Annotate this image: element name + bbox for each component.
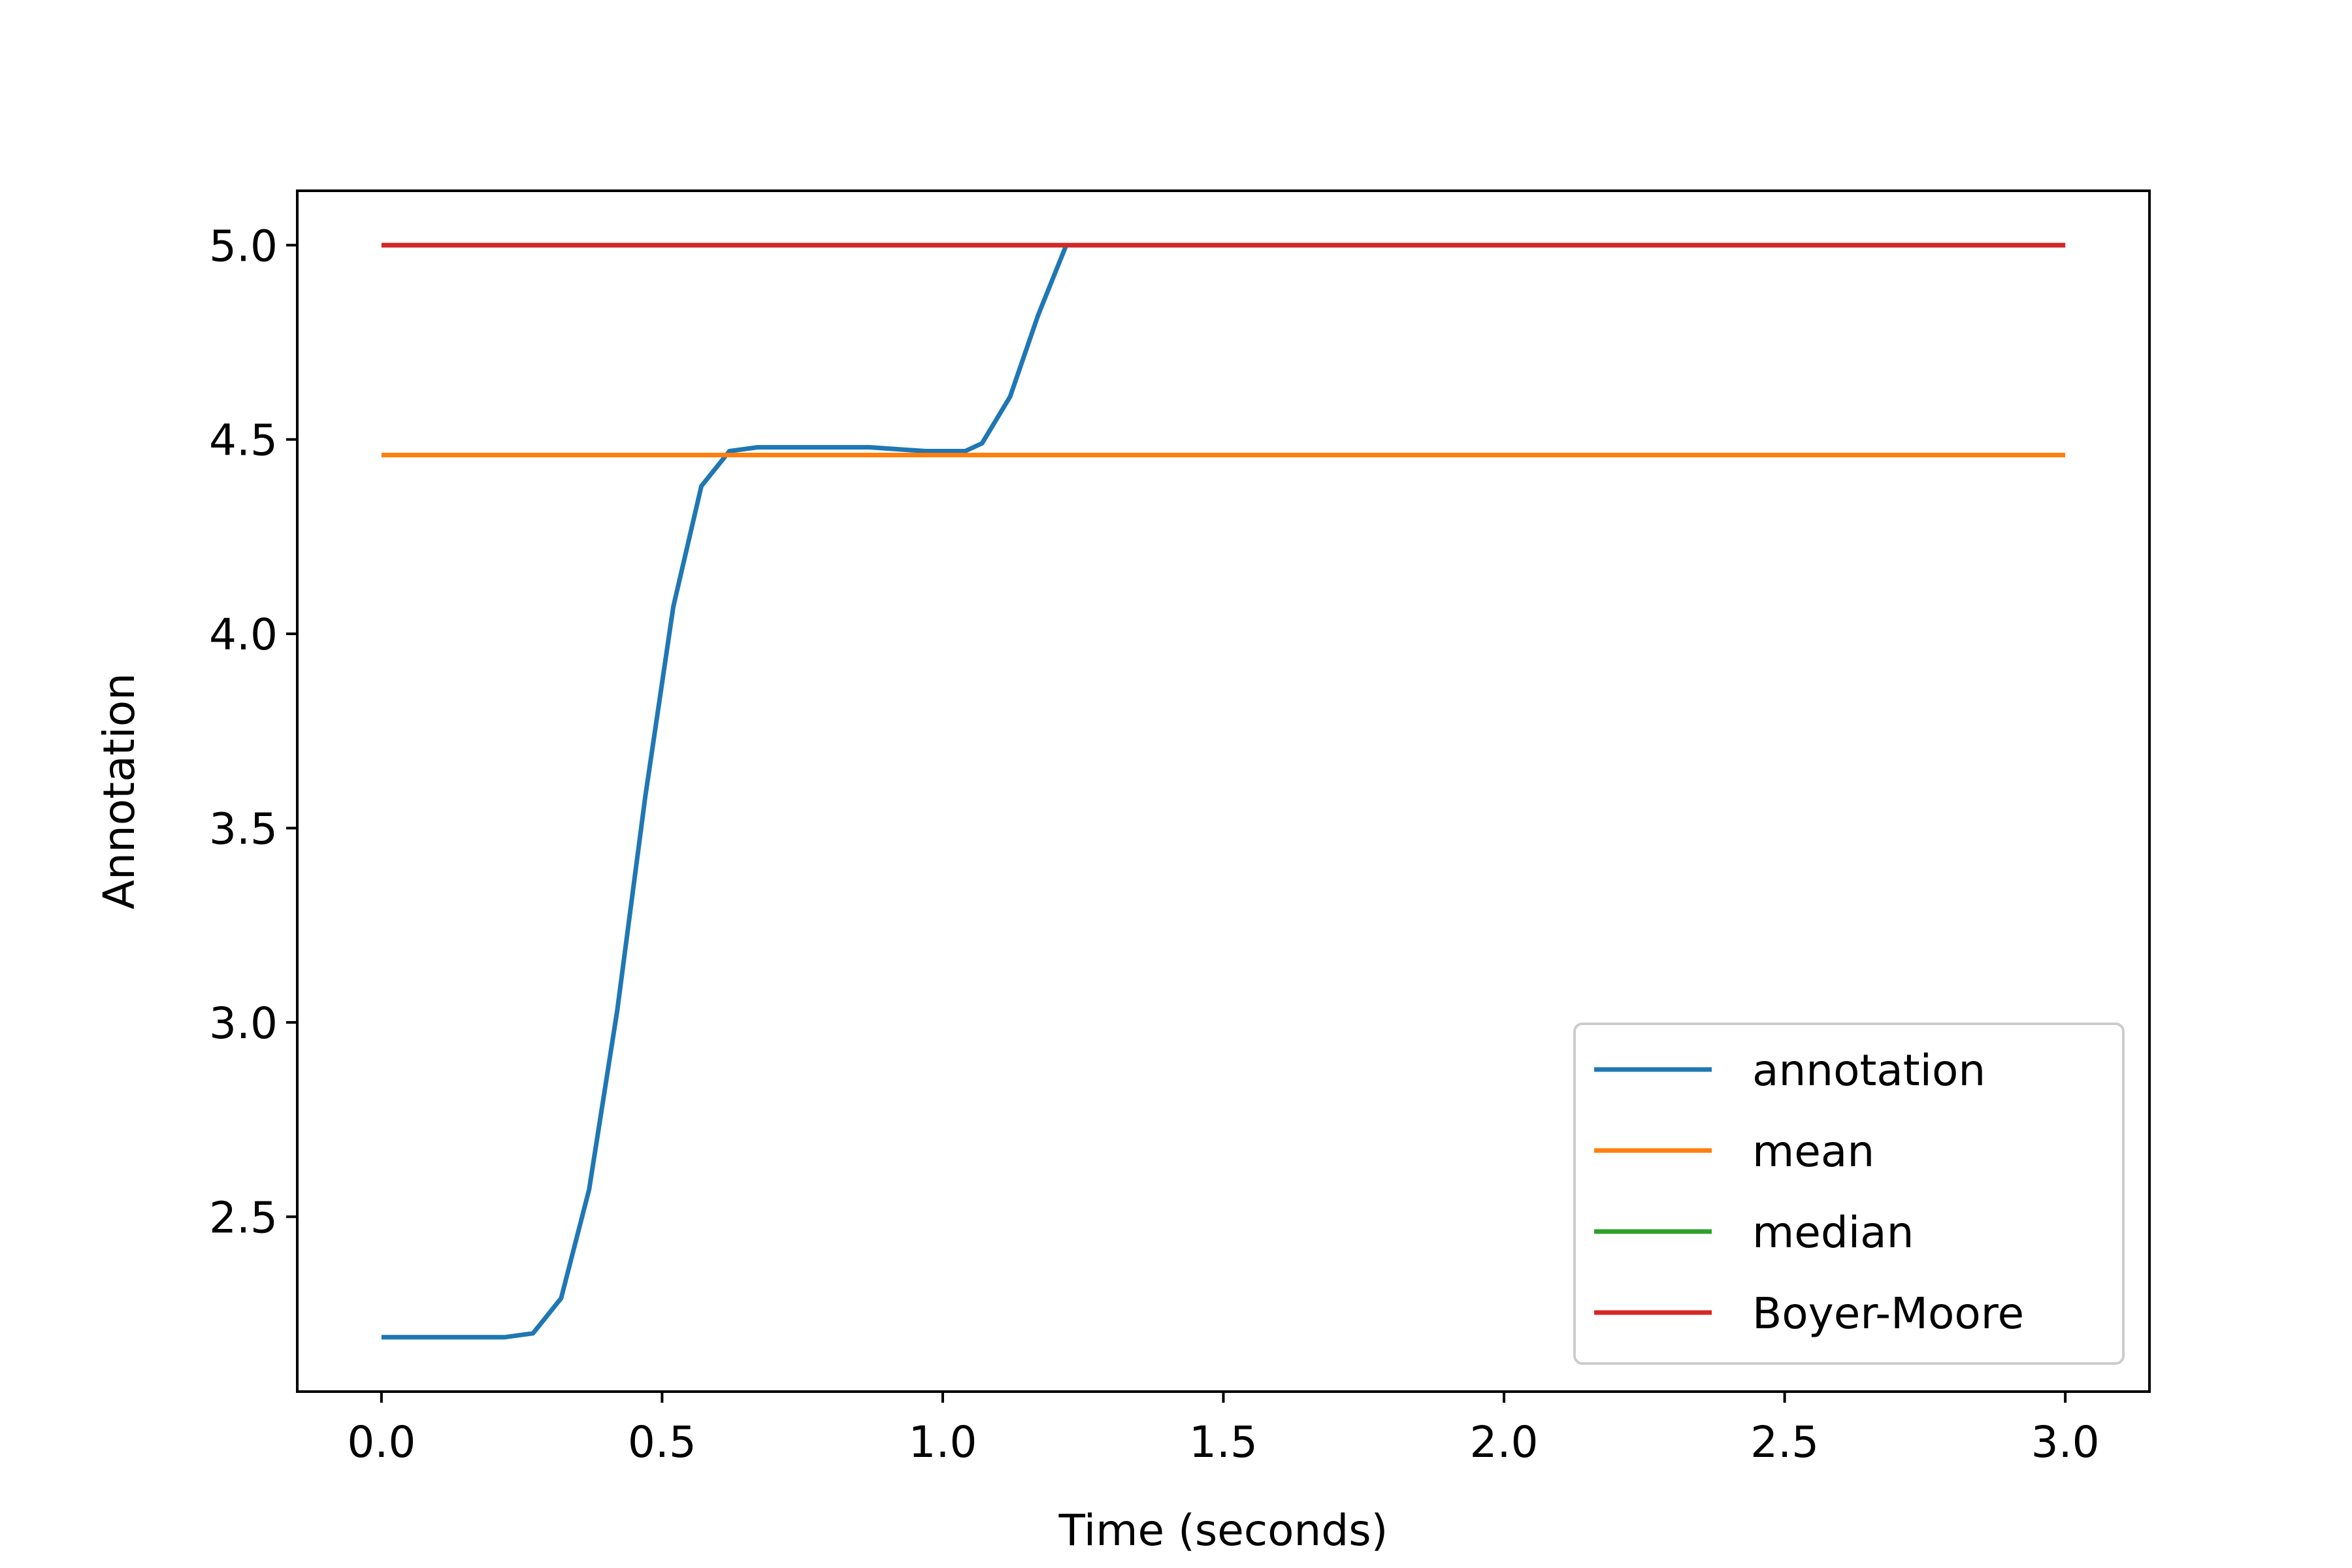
legend-box <box>1573 1022 2125 1365</box>
x-tick-label: 2.5 <box>1750 1417 1819 1467</box>
x-tick-label: 1.0 <box>908 1417 977 1467</box>
y-tick-label: 4.5 <box>209 416 278 466</box>
y-tick-label: 4.0 <box>209 610 278 660</box>
x-tick-label: 2.0 <box>1470 1417 1539 1467</box>
x-tick-label: 3.0 <box>2031 1417 2100 1467</box>
legend-label-median: median <box>1752 1207 1914 1258</box>
x-tick-label: 0.5 <box>628 1417 696 1467</box>
legend-label-mean: mean <box>1752 1126 1874 1177</box>
x-axis-title: Time (seconds) <box>1058 1505 1388 1556</box>
legend-label-annotation: annotation <box>1752 1045 1985 1096</box>
series-line-annotation <box>381 244 1069 1340</box>
y-tick-label: 5.0 <box>209 221 278 271</box>
y-axis: 2.5 3.0 3.5 4.0 4.5 5.0 <box>209 221 297 1243</box>
legend: annotation mean median Boyer-Moore <box>1573 1022 2125 1365</box>
y-tick-label: 2.5 <box>209 1192 278 1243</box>
legend-label-boyer-moore: Boyer-Moore <box>1752 1288 2024 1339</box>
series-layer <box>381 242 2066 1340</box>
x-tick-label: 0.0 <box>347 1417 416 1467</box>
x-axis: 0.0 0.5 1.0 1.5 2.0 2.5 3.0 <box>347 1392 2100 1467</box>
x-tick-label: 1.5 <box>1189 1417 1258 1467</box>
y-axis-title: Annotation <box>94 673 144 909</box>
y-tick-label: 3.0 <box>209 998 278 1049</box>
y-tick-label: 3.5 <box>209 804 278 855</box>
